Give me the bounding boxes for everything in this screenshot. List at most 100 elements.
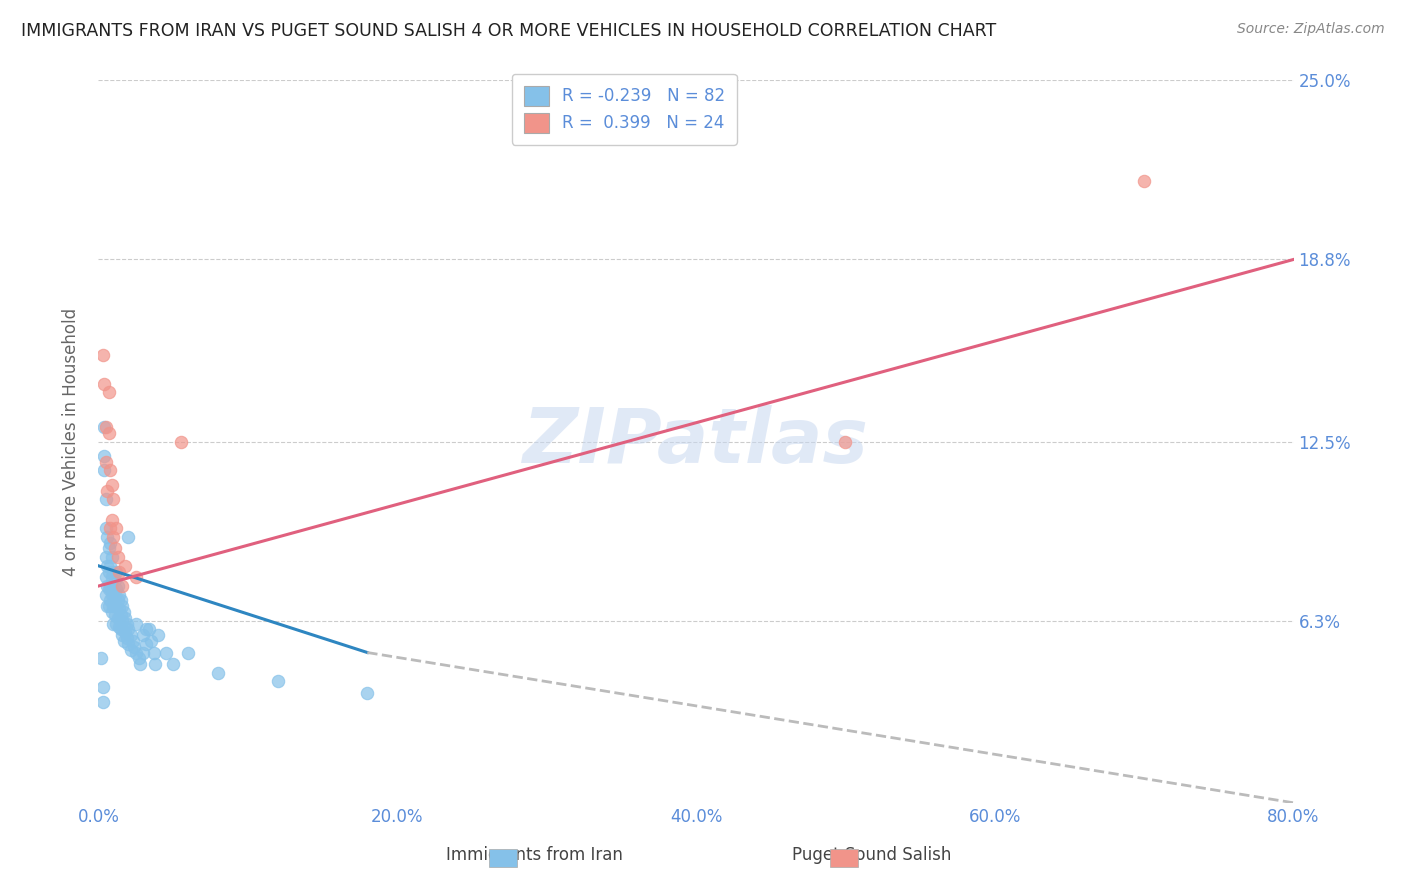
Point bbox=[103, 616, 125, 631]
Point bbox=[108, 602, 131, 616]
Point bbox=[111, 579, 134, 593]
Point bbox=[107, 593, 129, 607]
Point bbox=[96, 483, 118, 498]
Point bbox=[101, 570, 124, 584]
Point bbox=[93, 449, 115, 463]
Point bbox=[94, 588, 117, 602]
Point bbox=[834, 434, 856, 449]
Point bbox=[111, 614, 134, 628]
Point bbox=[143, 657, 166, 671]
Point bbox=[112, 634, 135, 648]
Point bbox=[177, 646, 200, 660]
Point bbox=[103, 565, 125, 579]
Point bbox=[101, 512, 124, 526]
Point bbox=[96, 530, 118, 544]
Point bbox=[105, 521, 128, 535]
Text: Source: ZipAtlas.com: Source: ZipAtlas.com bbox=[1237, 22, 1385, 37]
Point bbox=[121, 634, 143, 648]
Point bbox=[132, 646, 155, 660]
Point bbox=[98, 558, 122, 573]
Point bbox=[111, 628, 134, 642]
Point bbox=[138, 623, 160, 637]
Point bbox=[93, 376, 115, 391]
Y-axis label: 4 or more Vehicles in Household: 4 or more Vehicles in Household bbox=[62, 308, 80, 575]
Point bbox=[108, 565, 131, 579]
Point bbox=[129, 657, 152, 671]
Point bbox=[104, 591, 127, 605]
Point bbox=[93, 463, 115, 477]
Point bbox=[101, 550, 124, 565]
Point bbox=[97, 582, 120, 596]
Point bbox=[94, 521, 117, 535]
Point bbox=[125, 616, 148, 631]
Point bbox=[98, 521, 122, 535]
Text: Immigrants from Iran: Immigrants from Iran bbox=[446, 846, 623, 863]
Point bbox=[107, 579, 129, 593]
Point bbox=[110, 607, 132, 622]
Point bbox=[101, 478, 124, 492]
Point bbox=[267, 674, 290, 689]
Point bbox=[115, 631, 138, 645]
Point bbox=[169, 434, 191, 449]
Point bbox=[148, 628, 170, 642]
Point bbox=[104, 607, 127, 622]
Point bbox=[125, 570, 148, 584]
Point bbox=[108, 588, 131, 602]
Text: Puget Sound Salish: Puget Sound Salish bbox=[792, 846, 952, 863]
Point bbox=[105, 616, 128, 631]
Point bbox=[91, 348, 114, 362]
Legend: R = -0.239   N = 82, R =  0.399   N = 24: R = -0.239 N = 82, R = 0.399 N = 24 bbox=[512, 74, 737, 145]
Point bbox=[1133, 174, 1156, 188]
Point bbox=[104, 574, 127, 588]
Point bbox=[107, 611, 129, 625]
Point bbox=[98, 535, 122, 549]
Point bbox=[112, 605, 135, 619]
Point bbox=[110, 623, 132, 637]
Point bbox=[128, 651, 150, 665]
Point bbox=[94, 570, 117, 584]
Point bbox=[114, 625, 136, 640]
Point bbox=[207, 665, 229, 680]
Point bbox=[91, 680, 114, 694]
Point bbox=[97, 565, 120, 579]
Point bbox=[105, 599, 128, 614]
Point bbox=[114, 611, 136, 625]
Point bbox=[90, 651, 112, 665]
Point bbox=[101, 588, 124, 602]
Point bbox=[93, 420, 115, 434]
Point bbox=[105, 565, 128, 579]
Point bbox=[94, 550, 117, 565]
Point bbox=[120, 642, 142, 657]
Point bbox=[104, 541, 127, 556]
Point bbox=[110, 593, 132, 607]
Text: IMMIGRANTS FROM IRAN VS PUGET SOUND SALISH 4 OR MORE VEHICLES IN HOUSEHOLD CORRE: IMMIGRANTS FROM IRAN VS PUGET SOUND SALI… bbox=[21, 22, 997, 40]
Point bbox=[111, 599, 134, 614]
Point bbox=[115, 616, 138, 631]
Point bbox=[101, 605, 124, 619]
Point bbox=[98, 463, 122, 477]
Point bbox=[107, 550, 129, 565]
Point bbox=[155, 646, 177, 660]
Point bbox=[142, 646, 165, 660]
Point bbox=[98, 579, 122, 593]
Point bbox=[94, 492, 117, 507]
Point bbox=[135, 637, 157, 651]
Point bbox=[94, 455, 117, 469]
Point bbox=[125, 646, 148, 660]
Point bbox=[97, 599, 120, 614]
Point bbox=[356, 686, 378, 700]
Point bbox=[117, 637, 139, 651]
Point bbox=[97, 541, 120, 556]
Point bbox=[108, 619, 131, 633]
Point bbox=[162, 657, 184, 671]
Point bbox=[94, 420, 117, 434]
Point bbox=[98, 593, 122, 607]
Point bbox=[117, 623, 139, 637]
Point bbox=[96, 558, 118, 573]
Point bbox=[91, 695, 114, 709]
Point bbox=[103, 492, 125, 507]
Point bbox=[97, 425, 120, 440]
Point bbox=[96, 599, 118, 614]
Point bbox=[103, 599, 125, 614]
Text: ZIPatlas: ZIPatlas bbox=[523, 405, 869, 478]
